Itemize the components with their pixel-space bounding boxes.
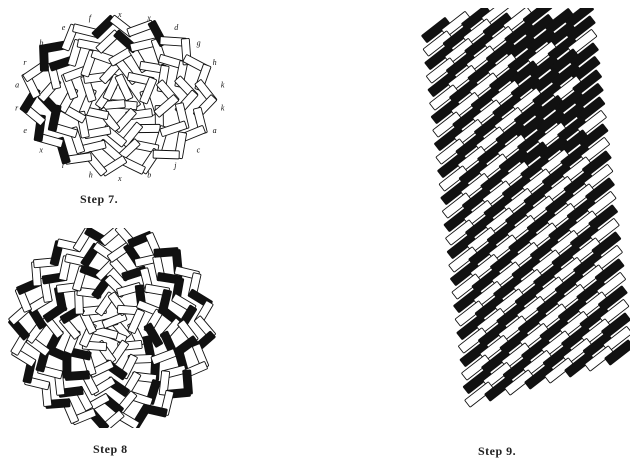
weave-strip xyxy=(114,73,134,101)
strand-label: k xyxy=(221,80,225,89)
weave-strip xyxy=(424,44,454,70)
step9-figure xyxy=(400,8,630,418)
weave-strip xyxy=(564,351,594,378)
weave-strip xyxy=(459,341,490,367)
weave-strip xyxy=(464,381,494,408)
weave-strip xyxy=(150,348,177,365)
weave-strip xyxy=(453,287,483,313)
strand-label: d xyxy=(174,23,179,32)
weave-strip xyxy=(429,84,459,111)
strand-label: r xyxy=(15,104,19,113)
strand-label: x xyxy=(117,174,122,183)
strand-label: f xyxy=(89,13,93,22)
step7-figure: x x d g h k k a c j b x h l x e r a r b e f xyxy=(10,8,230,188)
weave-strip xyxy=(421,17,451,43)
strand-label: a xyxy=(15,80,19,89)
weave-strip xyxy=(101,312,128,329)
weave-strip xyxy=(584,345,614,372)
weave-strip xyxy=(544,357,574,384)
strand-label: e xyxy=(23,126,27,135)
weave-strip xyxy=(158,370,171,396)
weave-strip xyxy=(426,57,456,84)
weave-strip xyxy=(442,192,472,219)
weave-strip xyxy=(422,30,453,57)
weave-strip xyxy=(153,94,179,118)
weave-strip xyxy=(454,300,485,327)
step7-caption: Step 7. xyxy=(80,192,119,206)
step9-weave-illustration xyxy=(421,8,630,408)
step8-figure xyxy=(8,228,218,428)
weave-strip xyxy=(604,339,630,366)
weave-strip xyxy=(461,354,491,381)
weave-strip xyxy=(435,138,466,165)
weave-strip xyxy=(443,206,474,232)
strand-label: r xyxy=(23,58,27,67)
strand-label: h xyxy=(89,171,93,180)
strand-label: b xyxy=(147,171,151,180)
weave-strip xyxy=(450,260,480,286)
weave-strip xyxy=(139,76,157,105)
weave-strip xyxy=(458,327,488,354)
weave-strip xyxy=(448,246,478,273)
weave-strip xyxy=(438,165,469,192)
weave-strip xyxy=(427,71,458,97)
weave-strip xyxy=(159,120,188,137)
weave-strip xyxy=(432,111,462,138)
weave-strip xyxy=(484,375,514,402)
weave-strip xyxy=(143,322,163,348)
weave-strip xyxy=(462,368,493,394)
strand-label: e xyxy=(62,23,66,32)
weave-strip xyxy=(446,233,477,259)
weave-strip xyxy=(524,363,554,390)
step7-weave-illustration: x x d g h k k a c j b x h l x e r a r b e f xyxy=(15,10,225,183)
weave-strip xyxy=(456,314,486,340)
step9-caption: Step 9. xyxy=(478,444,517,458)
strand-label: b xyxy=(39,38,43,47)
strand-label: x xyxy=(146,13,151,22)
strand-label: h xyxy=(213,58,217,67)
weave-strip xyxy=(504,369,534,396)
weave-strip xyxy=(152,149,180,160)
weave-strip xyxy=(445,219,475,246)
strand-label: l xyxy=(62,161,65,170)
weave-strip xyxy=(434,125,464,151)
strand-label: j xyxy=(173,161,177,170)
strand-label: a xyxy=(213,126,217,135)
weave-strip xyxy=(451,273,482,300)
weave-strip xyxy=(141,403,168,418)
step8-caption: Step 8 xyxy=(93,442,128,456)
weave-strip xyxy=(127,308,145,334)
step8-weave-illustration xyxy=(8,228,216,428)
weave-strip xyxy=(430,98,461,124)
weave-strip xyxy=(440,179,470,205)
strand-label: k xyxy=(221,104,225,113)
strand-label: x xyxy=(117,10,122,19)
weave-strip xyxy=(437,152,467,178)
strand-label: x xyxy=(38,146,43,155)
strand-label: g xyxy=(197,38,201,47)
strand-label: c xyxy=(197,146,201,155)
